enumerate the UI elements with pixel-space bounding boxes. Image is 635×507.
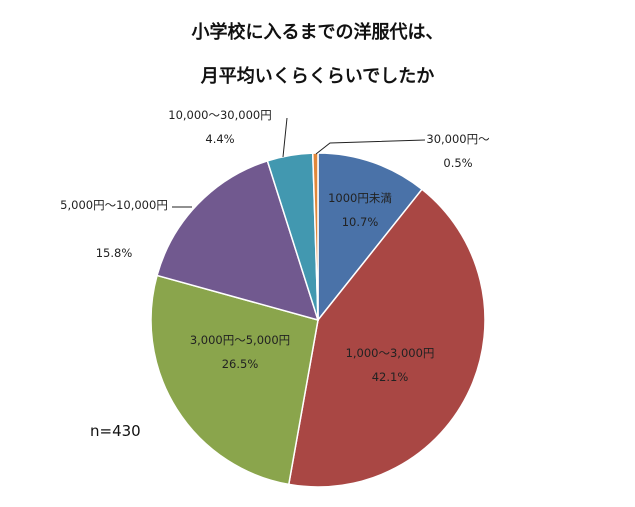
value-label: 42.1% bbox=[371, 370, 409, 384]
category-label: 10,000～30,000円 bbox=[168, 108, 272, 122]
chart-title: 小学校に入るまでの洋服代は、 bbox=[191, 22, 444, 43]
chart-title: 月平均いくらくらいでしたか bbox=[200, 66, 435, 87]
value-label: 0.5% bbox=[443, 156, 473, 170]
leader-line bbox=[315, 139, 426, 155]
pie-slice bbox=[287, 188, 486, 488]
category-label: 1000円未満 bbox=[328, 191, 392, 205]
pie-slice bbox=[150, 274, 319, 486]
pie-slice bbox=[156, 159, 320, 322]
value-label: 10.7% bbox=[341, 215, 379, 229]
category-label: 3,000円～5,000円 bbox=[189, 333, 291, 347]
annotation: n=430 bbox=[90, 422, 141, 440]
category-label: 1,000～3,000円 bbox=[345, 346, 435, 360]
leader-line bbox=[282, 117, 288, 158]
pie-slice bbox=[317, 152, 424, 323]
category-label: 5,000円～10,000円 bbox=[60, 198, 168, 212]
category-label: 30,000円～ bbox=[426, 132, 490, 146]
value-label: 26.5% bbox=[221, 357, 259, 371]
value-label: 15.8% bbox=[95, 246, 133, 260]
value-label: 4.4% bbox=[205, 132, 235, 146]
